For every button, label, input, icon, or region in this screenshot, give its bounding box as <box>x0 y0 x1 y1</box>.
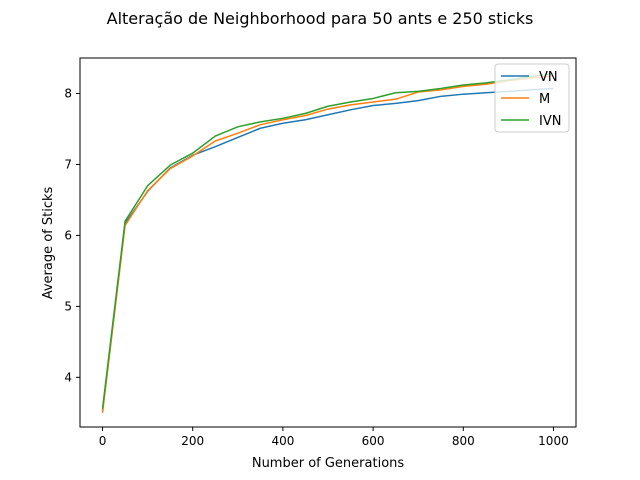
y-tick-label: 7 <box>64 157 72 171</box>
x-tick-label: 200 <box>181 434 204 448</box>
legend-label-m: M <box>539 92 550 107</box>
x-axis-label: Number of Generations <box>252 456 405 471</box>
x-tick-label: 1000 <box>538 434 569 448</box>
plot-frame <box>79 57 577 428</box>
x-tick-label: 0 <box>99 434 107 448</box>
x-tick-label: 600 <box>362 434 385 448</box>
y-tick-label: 6 <box>64 228 72 242</box>
legend-label-vn: VN <box>539 70 558 85</box>
legend-box <box>494 63 570 133</box>
x-tick-label: 400 <box>271 434 294 448</box>
x-ticks: 0 200 400 600 800 1000 <box>99 427 569 448</box>
series-line-ivn <box>101 72 554 409</box>
y-ticks: 4 5 6 7 8 <box>64 86 80 384</box>
chart-title: Alteração de Neighborhood para 50 ants e… <box>107 9 534 28</box>
y-tick-label: 8 <box>64 86 72 100</box>
series-layer <box>101 72 554 413</box>
y-tick-label: 5 <box>64 299 72 313</box>
legend-label-ivn: IVN <box>539 114 561 129</box>
legend: VN M IVN <box>494 63 570 133</box>
y-axis-label: Average of Sticks <box>41 186 56 299</box>
y-tick-label: 4 <box>64 370 72 384</box>
x-tick-label: 800 <box>452 434 475 448</box>
series-line-m <box>101 74 554 413</box>
